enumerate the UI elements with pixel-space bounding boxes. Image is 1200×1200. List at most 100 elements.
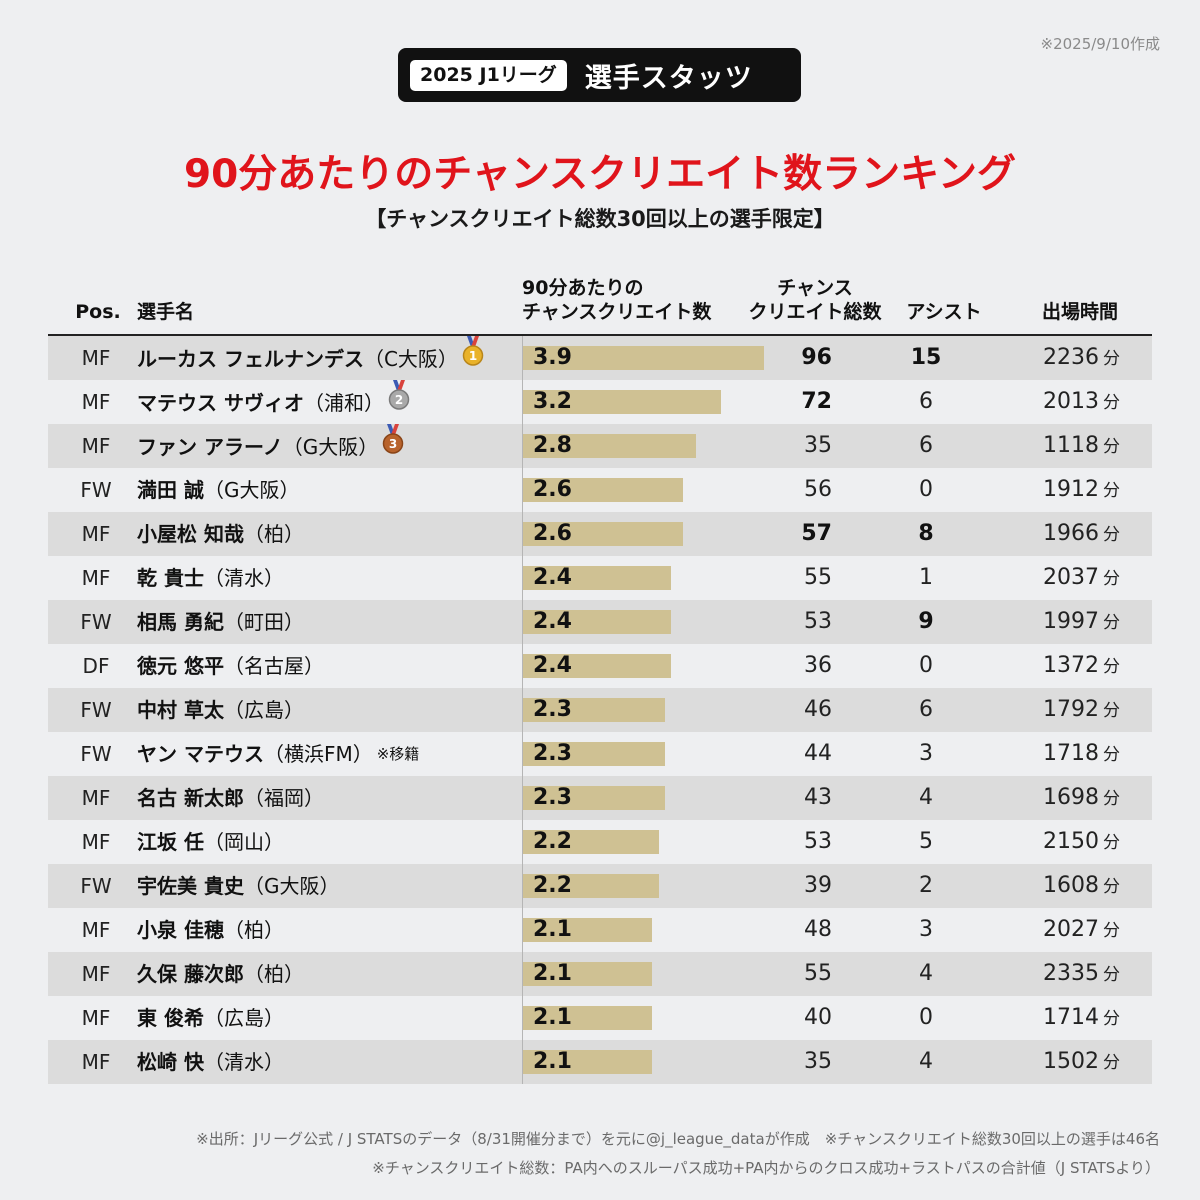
position-cell: DF xyxy=(82,654,110,678)
player-name: 中村 草太 xyxy=(137,698,224,722)
minutes-unit: 分 xyxy=(1103,921,1120,941)
svg-text:3: 3 xyxy=(389,437,397,451)
minutes-played: 1118 分 xyxy=(1008,424,1120,469)
table-row: MF 小泉 佳穂 （柏） 2.1 48 3 2027 分 xyxy=(48,908,1152,952)
assist-count: 0 xyxy=(919,477,933,502)
per90-value: 2.1 xyxy=(533,961,572,986)
assist-count: 4 xyxy=(919,785,933,810)
medal-bronze-icon: 3 xyxy=(382,424,404,469)
player-club: （広島） xyxy=(223,698,304,722)
total-creations: 56 xyxy=(804,477,832,502)
per90-bar xyxy=(522,522,683,546)
minutes-unit: 分 xyxy=(1103,481,1120,501)
medal-gold-icon: 1 xyxy=(462,336,484,381)
player-name: マテウス サヴィオ xyxy=(137,390,304,415)
table-row: FW 宇佐美 貴史 （G大阪） 2.2 39 2 1608 分 xyxy=(48,864,1152,908)
player-name: 乾 貴士 xyxy=(137,566,204,590)
total-creations: 43 xyxy=(804,785,832,810)
assist-count: 0 xyxy=(919,1005,933,1030)
minutes-value: 1912 xyxy=(1043,477,1099,502)
player-name: 松崎 快 xyxy=(137,1050,204,1074)
per90-value: 2.3 xyxy=(533,785,572,810)
player-name-cell: 久保 藤次郎 （柏） xyxy=(137,952,304,996)
player-name: 小屋松 知哉 xyxy=(137,522,244,546)
minutes-unit: 分 xyxy=(1103,1053,1120,1073)
per90-bar xyxy=(522,478,683,502)
player-name-cell: ルーカス フェルナンデス （C大阪） 1 xyxy=(137,336,484,381)
col-header-total-line2: クリエイト総数 xyxy=(748,301,882,323)
table-row: MF 久保 藤次郎 （柏） 2.1 55 4 2335 分 xyxy=(48,952,1152,996)
per90-bar xyxy=(522,1050,652,1074)
minutes-value: 2150 xyxy=(1043,829,1099,854)
per90-bar xyxy=(522,742,665,766)
per90-bar xyxy=(522,390,721,414)
player-club: （G大阪） xyxy=(203,478,300,502)
player-name-cell: ヤン マテウス （横浜FM） ※移籍 xyxy=(137,732,419,776)
per90-value: 2.3 xyxy=(533,741,572,766)
per90-bar xyxy=(522,962,652,986)
total-creations: 57 xyxy=(801,521,832,546)
player-name-cell: 満田 誠（G大阪） xyxy=(137,468,299,512)
assist-count: 1 xyxy=(919,565,933,590)
total-creations: 55 xyxy=(804,961,832,986)
minutes-played: 2150 分 xyxy=(1008,820,1120,865)
per90-bar xyxy=(522,654,671,678)
minutes-unit: 分 xyxy=(1103,789,1120,809)
position-cell: MF xyxy=(81,390,111,414)
assist-count: 5 xyxy=(919,829,933,854)
assist-count: 4 xyxy=(919,961,933,986)
footer-source-note: ※出所：Jリーグ公式 / J STATSのデータ（8/31開催分まで）を元に@j… xyxy=(196,1130,1160,1148)
col-header-minutes: 出場時間 xyxy=(1041,301,1118,323)
minutes-unit: 分 xyxy=(1103,569,1120,589)
date-note: ※2025/9/10作成 xyxy=(1040,35,1160,53)
player-name-cell: ファン アラーノ （G大阪） 3 xyxy=(137,424,404,469)
position-cell: MF xyxy=(81,434,111,458)
minutes-value: 1966 xyxy=(1043,521,1099,546)
minutes-played: 1912 分 xyxy=(1008,468,1120,513)
position-cell: MF xyxy=(81,346,111,370)
total-creations: 53 xyxy=(804,829,832,854)
per90-value: 2.2 xyxy=(533,829,572,854)
table-row: MF 乾 貴士 （清水） 2.4 55 1 2037 分 xyxy=(48,556,1152,600)
per90-bar xyxy=(522,874,659,898)
col-header-assist: アシスト xyxy=(906,301,982,323)
minutes-value: 1118 xyxy=(1043,433,1099,458)
table-row: MF 江坂 任（岡山） 2.2 53 5 2150 分 xyxy=(48,820,1152,864)
player-club: （名古屋） xyxy=(223,654,324,678)
minutes-played: 1502 分 xyxy=(1008,1040,1120,1085)
player-club: （G大阪） xyxy=(243,874,340,898)
col-header-total: チャンス クリエイト総数 xyxy=(740,276,890,324)
table-row: DF 徳元 悠平 （名古屋） 2.4 36 0 1372 分 xyxy=(48,644,1152,688)
minutes-unit: 分 xyxy=(1103,657,1120,677)
minutes-played: 2027 分 xyxy=(1008,908,1120,953)
per90-bar xyxy=(522,566,671,590)
player-name: 相馬 勇紀 xyxy=(137,610,224,634)
minutes-played: 1372 分 xyxy=(1008,644,1120,689)
minutes-unit: 分 xyxy=(1103,613,1120,633)
position-cell: FW xyxy=(80,874,112,898)
minutes-value: 1698 xyxy=(1043,785,1099,810)
position-cell: FW xyxy=(80,742,112,766)
minutes-played: 2335 分 xyxy=(1008,952,1120,997)
position-cell: MF xyxy=(81,786,111,810)
table-row: MF 小屋松 知哉 （柏） 2.6 57 8 1966 分 xyxy=(48,512,1152,556)
per90-value: 2.6 xyxy=(533,477,572,502)
player-name: ヤン マテウス xyxy=(137,742,264,766)
player-name-cell: 名古 新太郎 （福岡） xyxy=(137,776,324,820)
table-row: FW 相馬 勇紀 （町田） 2.4 53 9 1997 分 xyxy=(48,600,1152,644)
assist-count: 6 xyxy=(919,389,933,414)
minutes-value: 1718 xyxy=(1043,741,1099,766)
position-cell: FW xyxy=(80,698,112,722)
total-creations: 40 xyxy=(804,1005,832,1030)
player-club: （岡山） xyxy=(203,830,284,854)
player-club: （横浜FM） xyxy=(263,742,373,766)
table-row: MF マテウス サヴィオ （浦和） 2 3.2 72 6 2013 分 xyxy=(48,380,1152,424)
player-name: 徳元 悠平 xyxy=(137,654,224,678)
per90-value: 2.4 xyxy=(533,565,572,590)
minutes-unit: 分 xyxy=(1103,701,1120,721)
player-name: 宇佐美 貴史 xyxy=(137,874,244,898)
per90-bar xyxy=(522,1006,652,1030)
header-badge: 2025 J1リーグ 選手スタッツ xyxy=(398,48,801,102)
player-club: （清水） xyxy=(203,566,284,590)
col-header-total-line1: チャンス xyxy=(777,277,853,299)
